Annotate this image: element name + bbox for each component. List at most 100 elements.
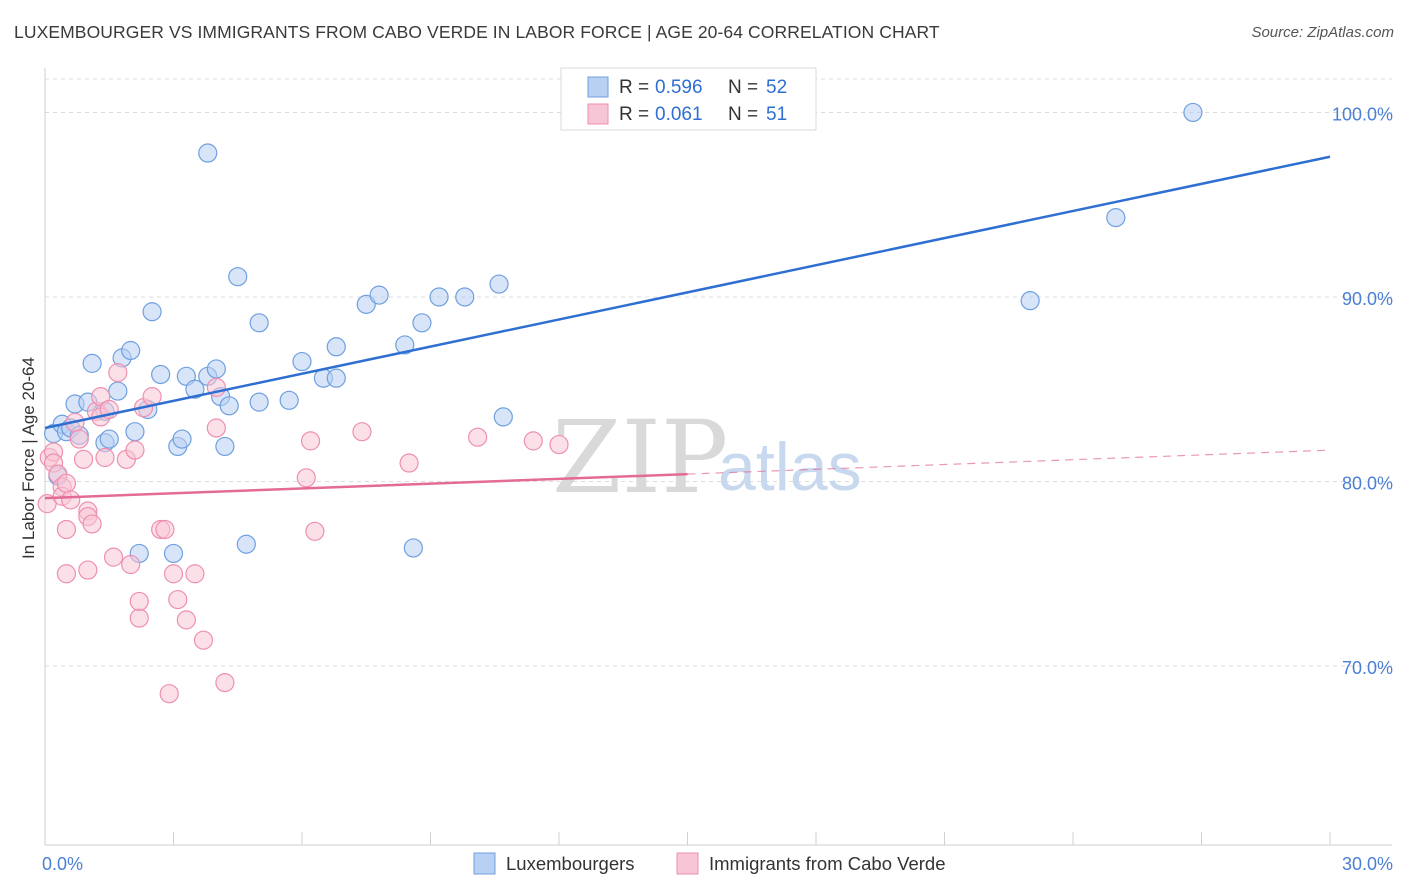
point-1-28 (129, 608, 149, 628)
bottom-legend-label-cabo-verde: Immigrants from Cabo Verde (709, 853, 945, 874)
legend-n-label-0: N = (728, 77, 758, 98)
point-1-42 (215, 673, 235, 693)
point-1-23 (103, 547, 124, 567)
point-1-33 (155, 519, 175, 540)
trend-lines (44, 155, 1331, 500)
point-1-41 (206, 418, 226, 438)
y-tick-label-1: 90.0% (1342, 289, 1393, 309)
legend-n-label-1: N = (728, 104, 758, 125)
y-tick-label-2: 80.0% (1342, 473, 1393, 493)
point-0-36 (292, 351, 312, 372)
point-0-12 (108, 381, 128, 401)
legend-n-value-1: 51 (766, 104, 787, 125)
point-1-38 (185, 564, 205, 584)
point-1-37 (176, 610, 196, 630)
point-1-29 (129, 591, 149, 612)
point-0-31 (228, 267, 248, 287)
point-0-47 (489, 274, 509, 294)
legend-r-label-0: R = (619, 77, 649, 98)
point-1-44 (300, 431, 321, 451)
point-1-21 (95, 447, 115, 468)
legend-r-label-1: R = (619, 104, 649, 125)
point-1-8 (56, 564, 77, 584)
legend-r-value-1: 0.061 (655, 104, 703, 125)
point-1-43 (296, 468, 316, 488)
chart-title: LUXEMBOURGER VS IMMIGRANTS FROM CABO VER… (14, 22, 940, 42)
point-0-19 (151, 364, 171, 385)
point-1-13 (73, 449, 94, 469)
gridlines (45, 78, 1392, 667)
point-0-27 (206, 359, 226, 379)
series-legend: Luxembourgers Immigrants from Cabo Verde (473, 852, 945, 875)
point-0-11 (99, 429, 119, 449)
point-1-50 (549, 434, 569, 455)
legend-swatch-cabo-verde (587, 103, 609, 125)
watermark: ZIP atlas (552, 399, 862, 516)
series-cabo-verde (37, 363, 569, 704)
point-0-35 (279, 390, 299, 410)
point-0-49 (1020, 291, 1040, 311)
point-0-43 (403, 538, 423, 558)
correlation-legend: R = 0.596 N = 52 R = 0.061 N = 51 (560, 67, 817, 131)
bottom-legend-swatch-luxembourgers (473, 852, 496, 875)
point-0-38 (326, 368, 346, 388)
watermark-zip: ZIP (552, 399, 728, 516)
y-axis-title: In Labor Force | Age 20-64 (19, 357, 38, 559)
point-0-41 (369, 285, 389, 305)
point-1-34 (159, 684, 179, 704)
point-1-14 (78, 560, 98, 580)
point-0-29 (215, 436, 235, 457)
point-0-22 (172, 429, 192, 449)
point-0-46 (455, 287, 475, 307)
point-1-36 (168, 589, 188, 610)
point-0-18 (142, 302, 162, 322)
point-0-33 (249, 392, 269, 412)
point-1-48 (468, 427, 488, 447)
x-tick-label-right: 30.0% (1342, 854, 1393, 874)
point-1-39 (193, 630, 214, 650)
point-1-47 (399, 453, 419, 473)
point-1-10 (61, 490, 81, 510)
point-1-7 (56, 473, 77, 493)
legend-r-value-0: 0.596 (655, 77, 703, 98)
point-1-35 (163, 564, 184, 584)
point-0-42 (395, 335, 415, 355)
point-0-8 (82, 353, 102, 373)
point-1-26 (121, 554, 141, 575)
point-0-39 (326, 337, 346, 357)
point-0-44 (412, 313, 432, 333)
trend-line-1-dashed (687, 449, 1331, 475)
point-0-45 (429, 287, 449, 307)
series-luxembourgers (43, 102, 1203, 564)
point-0-26 (198, 143, 218, 163)
point-1-27 (125, 440, 145, 460)
point-0-24 (185, 379, 205, 399)
point-1-12 (69, 429, 89, 449)
trend-line-1 (44, 472, 688, 500)
y-tick-label-3: 70.0% (1342, 658, 1393, 678)
point-1-45 (305, 521, 325, 541)
point-0-48 (493, 407, 513, 427)
watermark-atlas: atlas (718, 429, 862, 505)
y-tick-label-0: 100.0% (1332, 104, 1393, 124)
point-1-49 (523, 431, 543, 451)
point-0-50 (1106, 208, 1126, 228)
bottom-legend-swatch-cabo-verde (676, 852, 699, 875)
point-0-51 (1183, 102, 1203, 123)
point-0-14 (121, 340, 141, 361)
point-1-24 (108, 363, 128, 383)
legend-n-value-0: 52 (766, 77, 787, 98)
point-0-34 (249, 313, 269, 333)
source-label: Source: ZipAtlas.com (1251, 24, 1394, 41)
point-1-17 (82, 514, 102, 534)
point-0-32 (236, 534, 256, 554)
legend-swatch-luxembourgers (587, 76, 609, 98)
bottom-legend-label-luxembourgers: Luxembourgers (506, 853, 635, 874)
trend-line-0 (44, 155, 1331, 430)
point-1-9 (56, 519, 77, 540)
x-tick-labels: 0.0% 30.0% (42, 854, 1393, 874)
x-tick-label-left: 0.0% (42, 854, 83, 874)
y-tick-labels: 100.0% 90.0% 80.0% 70.0% (1332, 104, 1393, 678)
point-0-30 (219, 396, 239, 416)
